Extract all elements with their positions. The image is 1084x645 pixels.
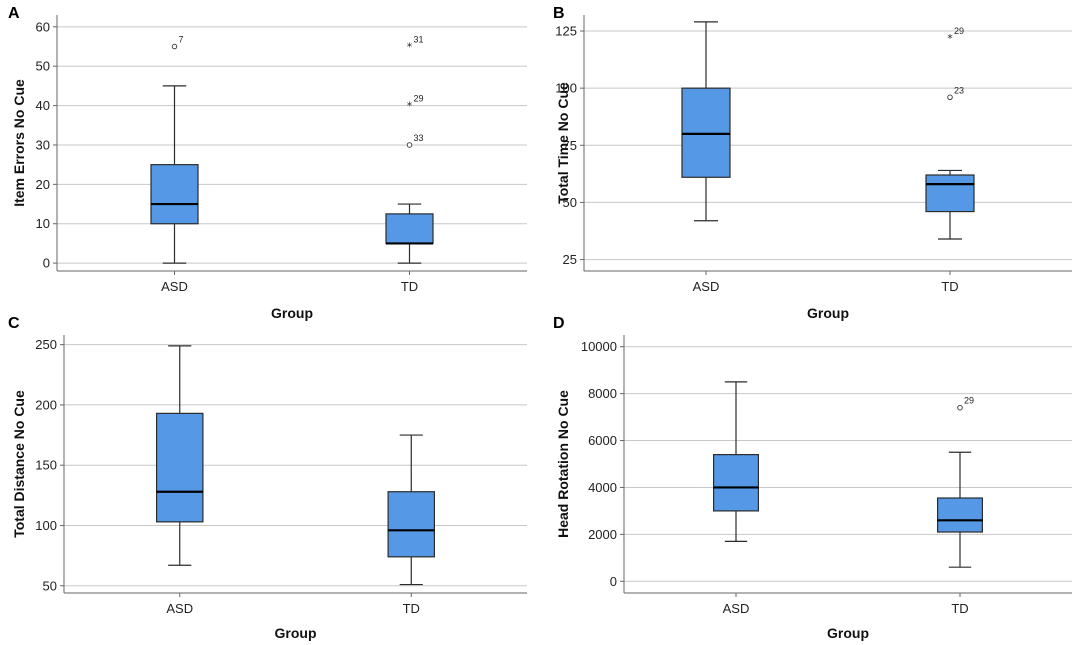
y-tick-label: 250: [35, 337, 57, 352]
iqr-box: [936, 497, 983, 533]
y-tick-label: 2000: [588, 527, 617, 542]
y-tick-label: 25: [563, 252, 577, 267]
x-tick-label-td: TD: [403, 601, 420, 616]
panel-letter: B: [553, 5, 565, 22]
y-tick-label: 8000: [588, 386, 617, 401]
iqr-box: [925, 174, 975, 213]
y-tick-label: 10000: [581, 339, 617, 354]
box-asd: 7: [150, 35, 199, 264]
y-tick-label: 6000: [588, 433, 617, 448]
outlier-label: 29: [954, 26, 964, 36]
y-tick-label: 50: [36, 59, 50, 74]
iqr-box: [387, 491, 436, 558]
outlier-marker: [947, 94, 953, 101]
x-tick-label-asd: ASD: [161, 279, 188, 294]
x-tick-label-asd: ASD: [723, 601, 750, 616]
y-tick-label: 40: [36, 98, 50, 113]
iqr-box: [156, 412, 204, 523]
iqr-box: [712, 454, 759, 512]
y-tick-label: 100: [35, 518, 57, 533]
y-tick-label: 20: [36, 177, 50, 192]
y-axis-title: Item Errors No Cue: [11, 79, 27, 207]
y-tick-label: 60: [36, 19, 50, 34]
iqr-box: [681, 87, 731, 178]
box-td: [387, 434, 436, 586]
y-tick-label: 30: [36, 137, 50, 152]
panel-letter: C: [8, 315, 20, 332]
outlier-extreme-marker: *: [407, 100, 413, 113]
outlier-marker: [406, 142, 413, 148]
x-tick-label-asd: ASD: [166, 601, 193, 616]
y-axis-title: Total Distance No Cue: [11, 390, 27, 538]
outlier-label: 33: [414, 133, 424, 143]
y-tick-label: 125: [555, 24, 577, 39]
y-tick-label: 4000: [588, 480, 617, 495]
x-tick-label-td: TD: [941, 279, 958, 294]
y-axis-title: Head Rotation No Cue: [555, 390, 571, 538]
y-axis-title: Total Time No Cue: [555, 82, 571, 204]
panel-c: C 50 100 150 200 250 ASD TD Group Total Distance …: [8, 315, 527, 641]
x-axis-title: Group: [271, 305, 313, 321]
outlier-label: 29: [414, 94, 424, 104]
panel-a: A 0 10 20 30 40 50 60 ASD TD Group Item Errors No C…: [8, 5, 527, 321]
box-asd: [156, 345, 204, 566]
box-td: *29 23: [925, 26, 975, 240]
y-tick-label: 200: [35, 397, 57, 412]
outlier-label: 23: [954, 85, 964, 95]
y-tick-label: 50: [563, 195, 577, 210]
outlier-label: 29: [964, 396, 974, 406]
box-td: 29: [936, 396, 983, 568]
outlier-extreme-marker: *: [947, 32, 953, 45]
box-asd: [681, 21, 731, 222]
x-axis-title: Group: [275, 625, 317, 641]
panel-d: D 0 2000 4000 6000 8000 10000 ASD TD Group Head Ro…: [553, 315, 1072, 641]
y-tick-label: 10: [36, 216, 50, 231]
y-tick-label: 0: [43, 256, 50, 271]
x-tick-label-td: TD: [401, 279, 418, 294]
y-tick-label: 0: [610, 574, 617, 589]
outlier-label: 31: [414, 35, 424, 45]
panel-letter: D: [553, 315, 565, 332]
y-tick-label: 150: [35, 458, 57, 473]
outlier-label: 7: [179, 35, 184, 45]
outlier-marker: [957, 404, 963, 411]
outlier-marker: [171, 43, 178, 50]
panel-b: B 25 50 75 100 125 ASD TD Group Total Time No Cue…: [553, 5, 1072, 321]
x-axis-title: Group: [827, 625, 869, 641]
y-tick-label: 50: [43, 578, 57, 593]
outlier-extreme-marker: *: [407, 41, 413, 54]
iqr-box: [150, 164, 199, 225]
x-axis-title: Group: [807, 305, 849, 321]
iqr-box: [385, 213, 434, 245]
x-tick-label-asd: ASD: [693, 279, 720, 294]
y-tick-label: 75: [563, 138, 577, 153]
x-tick-label-td: TD: [951, 601, 968, 616]
y-tick-label: 100: [555, 81, 577, 96]
panel-letter: A: [8, 5, 20, 22]
box-asd: [712, 381, 759, 543]
